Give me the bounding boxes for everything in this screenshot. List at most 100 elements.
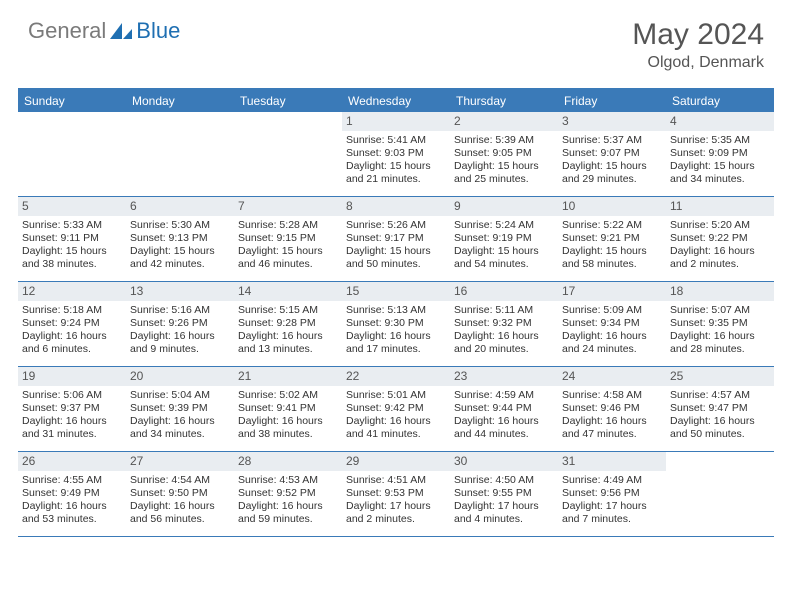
day-of-week-header: Thursday	[450, 90, 558, 112]
daylight-text: Daylight: 15 hours and 46 minutes.	[238, 245, 338, 271]
sunrise-text: Sunrise: 5:35 AM	[670, 134, 770, 147]
day-number: 23	[450, 367, 558, 386]
day-cell: 6Sunrise: 5:30 AMSunset: 9:13 PMDaylight…	[126, 197, 234, 281]
week-row: 19Sunrise: 5:06 AMSunset: 9:37 PMDayligh…	[18, 367, 774, 452]
header: General Blue May 2024 Olgod, Denmark	[0, 0, 792, 80]
daylight-text: Daylight: 16 hours and 59 minutes.	[238, 500, 338, 526]
day-cell: 29Sunrise: 4:51 AMSunset: 9:53 PMDayligh…	[342, 452, 450, 536]
day-cell: 18Sunrise: 5:07 AMSunset: 9:35 PMDayligh…	[666, 282, 774, 366]
sunset-text: Sunset: 9:50 PM	[130, 487, 230, 500]
weeks-container: 1Sunrise: 5:41 AMSunset: 9:03 PMDaylight…	[18, 112, 774, 537]
sunset-text: Sunset: 9:19 PM	[454, 232, 554, 245]
day-of-week-header: Saturday	[666, 90, 774, 112]
daylight-text: Daylight: 15 hours and 21 minutes.	[346, 160, 446, 186]
day-cell	[18, 112, 126, 196]
daylight-text: Daylight: 16 hours and 2 minutes.	[670, 245, 770, 271]
sunset-text: Sunset: 9:26 PM	[130, 317, 230, 330]
sunset-text: Sunset: 9:46 PM	[562, 402, 662, 415]
daylight-text: Daylight: 16 hours and 17 minutes.	[346, 330, 446, 356]
day-number: 28	[234, 452, 342, 471]
daylight-text: Daylight: 16 hours and 44 minutes.	[454, 415, 554, 441]
day-number: 16	[450, 282, 558, 301]
sail-icon	[108, 21, 134, 41]
daylight-text: Daylight: 17 hours and 2 minutes.	[346, 500, 446, 526]
week-row: 1Sunrise: 5:41 AMSunset: 9:03 PMDaylight…	[18, 112, 774, 197]
sunrise-text: Sunrise: 5:07 AM	[670, 304, 770, 317]
sunrise-text: Sunrise: 5:11 AM	[454, 304, 554, 317]
daylight-text: Daylight: 15 hours and 42 minutes.	[130, 245, 230, 271]
daylight-text: Daylight: 16 hours and 56 minutes.	[130, 500, 230, 526]
week-row: 12Sunrise: 5:18 AMSunset: 9:24 PMDayligh…	[18, 282, 774, 367]
day-cell: 2Sunrise: 5:39 AMSunset: 9:05 PMDaylight…	[450, 112, 558, 196]
day-cell: 13Sunrise: 5:16 AMSunset: 9:26 PMDayligh…	[126, 282, 234, 366]
sunset-text: Sunset: 9:22 PM	[670, 232, 770, 245]
daylight-text: Daylight: 16 hours and 34 minutes.	[130, 415, 230, 441]
sunrise-text: Sunrise: 5:18 AM	[22, 304, 122, 317]
day-number: 10	[558, 197, 666, 216]
sunrise-text: Sunrise: 5:37 AM	[562, 134, 662, 147]
daylight-text: Daylight: 16 hours and 13 minutes.	[238, 330, 338, 356]
location: Olgod, Denmark	[632, 54, 764, 72]
sunrise-text: Sunrise: 5:13 AM	[346, 304, 446, 317]
day-cell: 26Sunrise: 4:55 AMSunset: 9:49 PMDayligh…	[18, 452, 126, 536]
sunset-text: Sunset: 9:13 PM	[130, 232, 230, 245]
logo-text-general: General	[28, 18, 106, 44]
daylight-text: Daylight: 15 hours and 29 minutes.	[562, 160, 662, 186]
day-cell: 20Sunrise: 5:04 AMSunset: 9:39 PMDayligh…	[126, 367, 234, 451]
day-cell: 24Sunrise: 4:58 AMSunset: 9:46 PMDayligh…	[558, 367, 666, 451]
daylight-text: Daylight: 16 hours and 50 minutes.	[670, 415, 770, 441]
daylight-text: Daylight: 17 hours and 7 minutes.	[562, 500, 662, 526]
daylight-text: Daylight: 15 hours and 54 minutes.	[454, 245, 554, 271]
day-cell: 19Sunrise: 5:06 AMSunset: 9:37 PMDayligh…	[18, 367, 126, 451]
sunrise-text: Sunrise: 5:15 AM	[238, 304, 338, 317]
day-of-week-header: Sunday	[18, 90, 126, 112]
sunrise-text: Sunrise: 4:59 AM	[454, 389, 554, 402]
day-of-week-header: Monday	[126, 90, 234, 112]
sunset-text: Sunset: 9:55 PM	[454, 487, 554, 500]
day-cell: 12Sunrise: 5:18 AMSunset: 9:24 PMDayligh…	[18, 282, 126, 366]
week-row: 26Sunrise: 4:55 AMSunset: 9:49 PMDayligh…	[18, 452, 774, 537]
day-number: 18	[666, 282, 774, 301]
sunset-text: Sunset: 9:11 PM	[22, 232, 122, 245]
day-cell: 23Sunrise: 4:59 AMSunset: 9:44 PMDayligh…	[450, 367, 558, 451]
sunrise-text: Sunrise: 4:58 AM	[562, 389, 662, 402]
sunrise-text: Sunrise: 4:50 AM	[454, 474, 554, 487]
day-cell: 15Sunrise: 5:13 AMSunset: 9:30 PMDayligh…	[342, 282, 450, 366]
sunrise-text: Sunrise: 5:16 AM	[130, 304, 230, 317]
sunset-text: Sunset: 9:47 PM	[670, 402, 770, 415]
daylight-text: Daylight: 16 hours and 24 minutes.	[562, 330, 662, 356]
day-cell: 31Sunrise: 4:49 AMSunset: 9:56 PMDayligh…	[558, 452, 666, 536]
sunset-text: Sunset: 9:56 PM	[562, 487, 662, 500]
day-cell: 28Sunrise: 4:53 AMSunset: 9:52 PMDayligh…	[234, 452, 342, 536]
sunset-text: Sunset: 9:49 PM	[22, 487, 122, 500]
daylight-text: Daylight: 16 hours and 53 minutes.	[22, 500, 122, 526]
calendar: SundayMondayTuesdayWednesdayThursdayFrid…	[18, 88, 774, 537]
sunset-text: Sunset: 9:03 PM	[346, 147, 446, 160]
day-cell: 9Sunrise: 5:24 AMSunset: 9:19 PMDaylight…	[450, 197, 558, 281]
daylight-text: Daylight: 15 hours and 25 minutes.	[454, 160, 554, 186]
day-cell: 21Sunrise: 5:02 AMSunset: 9:41 PMDayligh…	[234, 367, 342, 451]
sunrise-text: Sunrise: 5:24 AM	[454, 219, 554, 232]
sunset-text: Sunset: 9:39 PM	[130, 402, 230, 415]
sunrise-text: Sunrise: 4:49 AM	[562, 474, 662, 487]
day-cell: 27Sunrise: 4:54 AMSunset: 9:50 PMDayligh…	[126, 452, 234, 536]
day-cell: 25Sunrise: 4:57 AMSunset: 9:47 PMDayligh…	[666, 367, 774, 451]
sunset-text: Sunset: 9:42 PM	[346, 402, 446, 415]
sunset-text: Sunset: 9:37 PM	[22, 402, 122, 415]
month-title: May 2024	[632, 18, 764, 52]
sunrise-text: Sunrise: 5:09 AM	[562, 304, 662, 317]
day-cell: 10Sunrise: 5:22 AMSunset: 9:21 PMDayligh…	[558, 197, 666, 281]
sunset-text: Sunset: 9:21 PM	[562, 232, 662, 245]
day-of-week-header: Wednesday	[342, 90, 450, 112]
sunrise-text: Sunrise: 5:02 AM	[238, 389, 338, 402]
day-number: 6	[126, 197, 234, 216]
day-cell	[126, 112, 234, 196]
sunrise-text: Sunrise: 4:55 AM	[22, 474, 122, 487]
sunset-text: Sunset: 9:28 PM	[238, 317, 338, 330]
week-row: 5Sunrise: 5:33 AMSunset: 9:11 PMDaylight…	[18, 197, 774, 282]
day-number: 5	[18, 197, 126, 216]
day-number: 22	[342, 367, 450, 386]
day-number: 21	[234, 367, 342, 386]
day-number: 1	[342, 112, 450, 131]
daylight-text: Daylight: 16 hours and 6 minutes.	[22, 330, 122, 356]
